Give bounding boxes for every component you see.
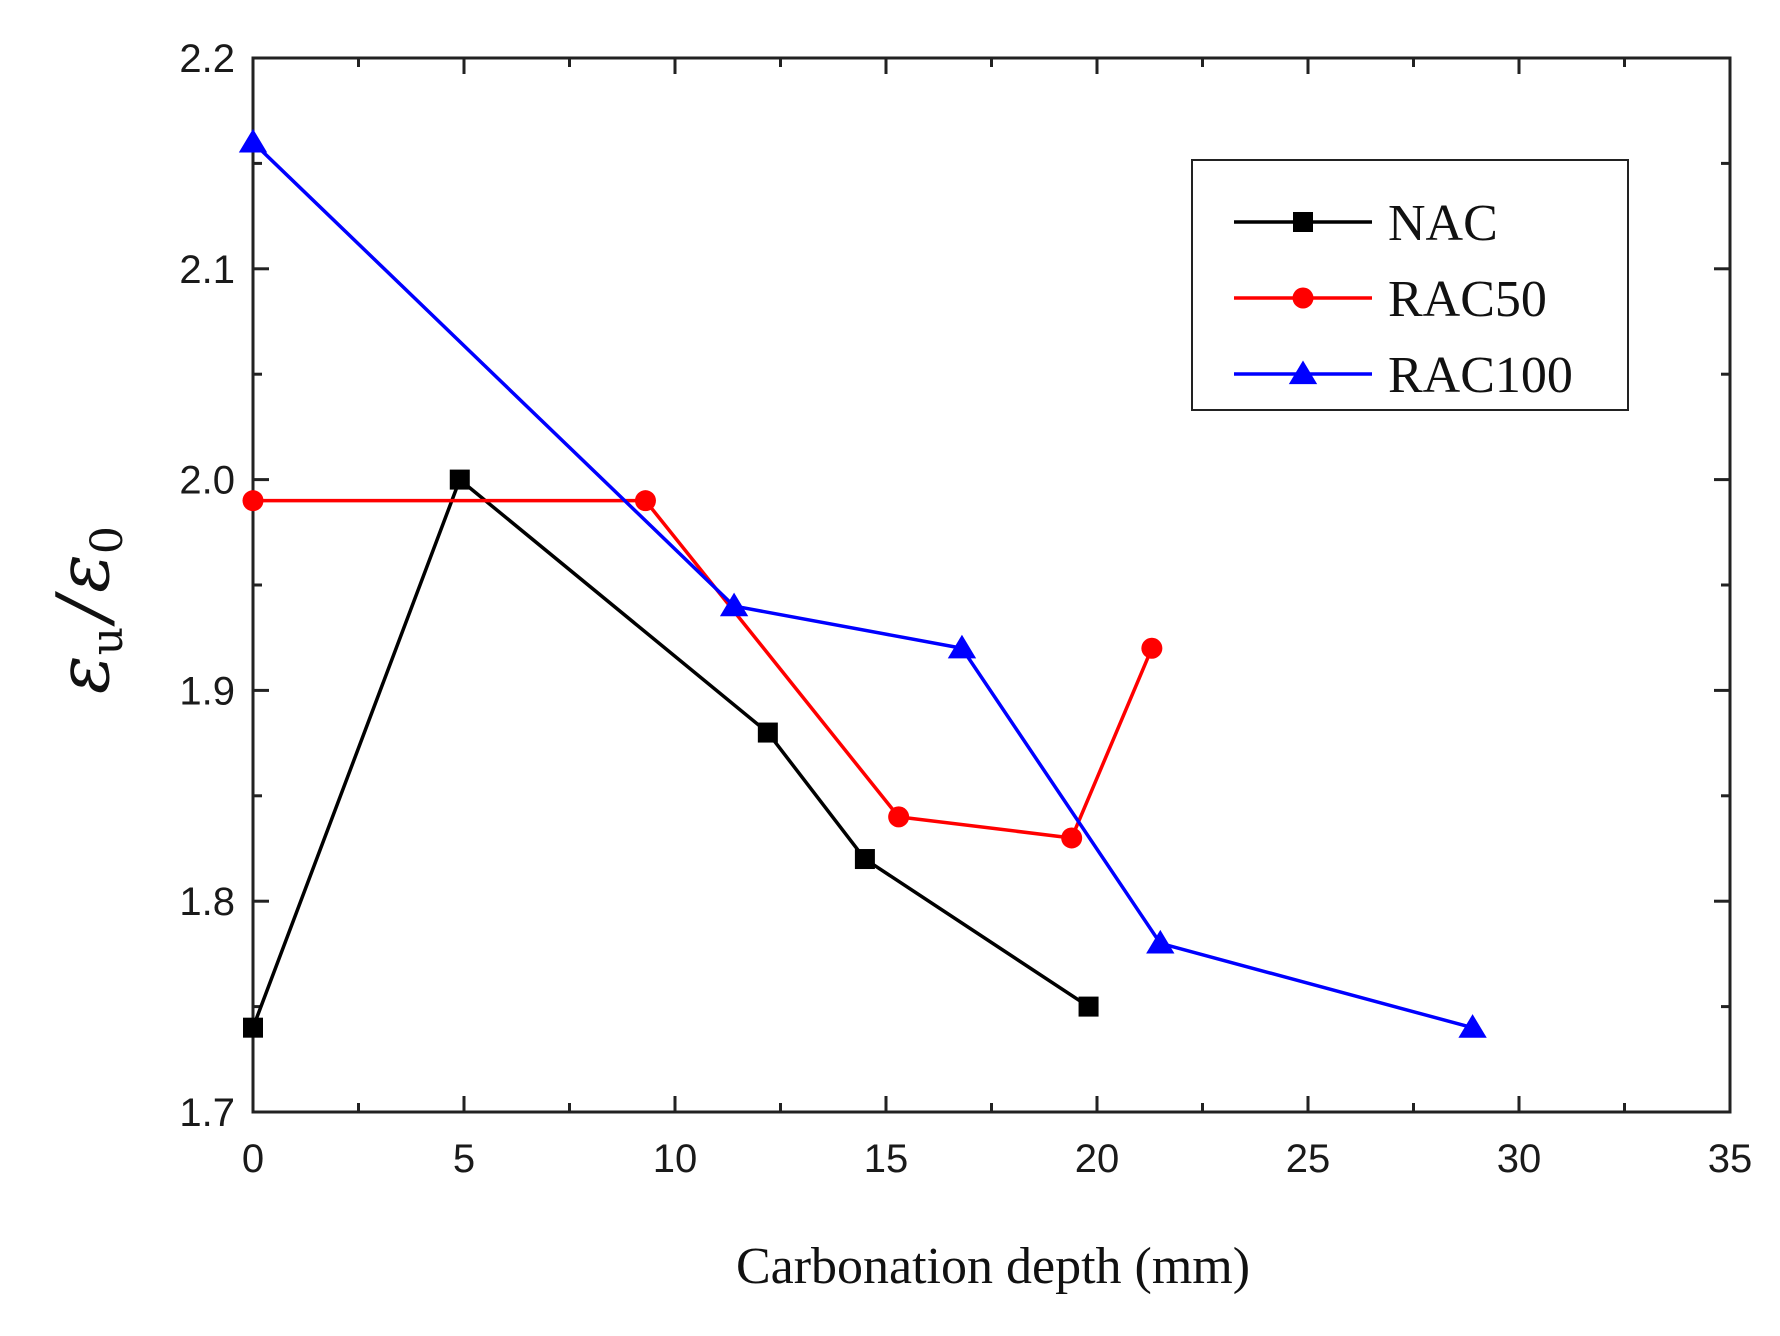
y-axis-sub-u: u	[82, 627, 133, 655]
series-group	[238, 128, 1487, 1038]
legend-marker	[1293, 212, 1313, 232]
legend-item-rac100: RAC100	[1234, 347, 1573, 404]
x-tick-label: 35	[1708, 1137, 1753, 1181]
legend: NAC RAC50 RAC100	[1191, 159, 1629, 411]
y-tick-label: 1.7	[179, 1091, 235, 1135]
series-rac50	[242, 490, 1163, 849]
y-axis-separator: /	[41, 590, 125, 627]
x-tick-label: 25	[1286, 1137, 1331, 1181]
svg-text:εu/ε0: εu/ε0	[41, 526, 133, 694]
y-tick-label: 2.1	[179, 248, 235, 292]
legend-label: RAC100	[1388, 347, 1573, 404]
y-axis-symbol-1: ε	[41, 655, 125, 694]
data-point-rac50	[1061, 827, 1083, 849]
legend-marker	[1292, 287, 1314, 309]
y-axis-symbol-2: ε	[41, 554, 125, 593]
x-tick-label: 20	[1075, 1137, 1120, 1181]
series-line-nac	[251, 477, 1090, 1029]
data-point-rac100	[238, 128, 268, 153]
data-point-nac	[243, 1017, 263, 1038]
y-tick-label: 1.9	[179, 669, 235, 713]
legend-item-rac50: RAC50	[1234, 271, 1547, 328]
x-tick-label: 10	[653, 1137, 698, 1181]
x-tick-label: 15	[864, 1137, 909, 1181]
legend-item-nac: NAC	[1234, 195, 1498, 252]
y-tick-label: 2.0	[179, 459, 235, 503]
data-point-rac50	[242, 490, 264, 512]
x-tick-label: 5	[453, 1137, 475, 1181]
data-point-nac	[854, 849, 875, 870]
data-point-rac100	[947, 634, 977, 659]
data-point-nac	[449, 469, 470, 490]
data-point-rac100	[1146, 929, 1175, 954]
y-axis-title: εu/ε0	[41, 526, 133, 694]
x-tick-label: 30	[1497, 1137, 1542, 1181]
legend-label: NAC	[1388, 195, 1498, 252]
axes: 0 5 10 15 20 25 30 35 1.7 1.8 1.9 2.0 2.1 2.2	[179, 37, 1752, 1181]
legend-marker	[1288, 360, 1318, 385]
data-point-rac50	[888, 806, 910, 828]
data-point-rac50	[1141, 637, 1163, 659]
y-tick-label: 2.2	[179, 37, 235, 81]
data-point-nac	[1078, 996, 1099, 1017]
series-rac100	[238, 128, 1487, 1038]
legend-label: RAC50	[1388, 271, 1547, 328]
y-tick-label: 1.8	[179, 880, 235, 924]
data-point-rac100	[1458, 1014, 1487, 1038]
data-point-rac100	[719, 592, 749, 617]
legend-box	[1191, 159, 1629, 411]
x-axis-title: Carbonation depth (mm)	[736, 1238, 1250, 1295]
x-tick-label: 0	[242, 1137, 264, 1181]
y-axis-sub-0: 0	[82, 526, 133, 554]
data-point-nac	[757, 722, 778, 743]
data-point-rac50	[634, 490, 656, 512]
series-nac	[243, 469, 1099, 1038]
